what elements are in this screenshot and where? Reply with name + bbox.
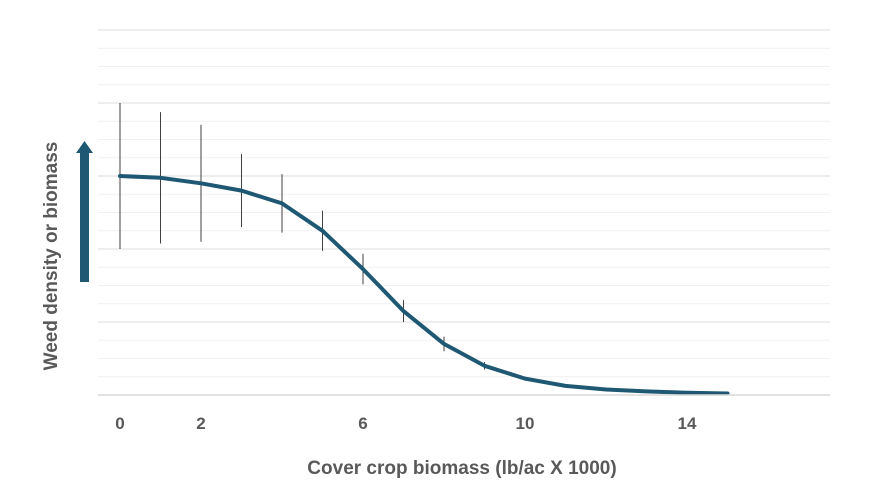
x-tick-label: 14 xyxy=(678,414,697,433)
x-tick-label: 10 xyxy=(516,414,535,433)
x-tick-label: 0 xyxy=(115,414,124,433)
x-tick-labels: 0 2 6 10 14 xyxy=(115,414,697,433)
series-line xyxy=(118,174,730,396)
gridlines xyxy=(98,29,830,378)
y-axis-title: Weed density or biomass xyxy=(41,142,62,371)
x-axis-title: Cover crop biomass (lb/ac X 1000) xyxy=(307,458,616,479)
error-bars xyxy=(119,103,485,370)
y-arrow-icon xyxy=(76,141,93,282)
x-tick-label: 6 xyxy=(358,414,367,433)
x-tick-label: 2 xyxy=(196,414,205,433)
